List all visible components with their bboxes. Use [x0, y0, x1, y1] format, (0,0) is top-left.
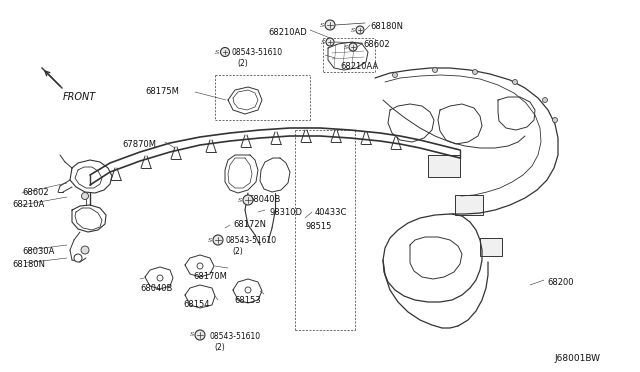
- Text: 68040B: 68040B: [248, 195, 280, 204]
- Circle shape: [326, 38, 334, 46]
- Circle shape: [325, 20, 335, 30]
- Text: 68180N: 68180N: [370, 22, 403, 31]
- Text: 68210A: 68210A: [12, 200, 44, 209]
- Text: 68153: 68153: [234, 296, 260, 305]
- Circle shape: [245, 287, 251, 293]
- Text: 68175M: 68175M: [145, 87, 179, 96]
- Circle shape: [392, 73, 397, 77]
- Text: 68040B: 68040B: [140, 284, 172, 293]
- Text: 68210AD: 68210AD: [268, 28, 307, 37]
- Circle shape: [195, 330, 205, 340]
- Text: 08543-51610: 08543-51610: [226, 236, 277, 245]
- Text: 08543-51610: 08543-51610: [232, 48, 283, 57]
- Text: S: S: [237, 198, 242, 202]
- Circle shape: [349, 43, 357, 51]
- Bar: [455, 195, 483, 215]
- Text: S: S: [208, 237, 212, 243]
- Text: 67870M: 67870M: [122, 140, 156, 149]
- Text: S: S: [189, 333, 194, 337]
- Bar: [480, 238, 502, 256]
- Circle shape: [197, 263, 203, 269]
- Text: FRONT: FRONT: [63, 92, 96, 102]
- Text: 68210AA: 68210AA: [340, 62, 378, 71]
- Text: 68602: 68602: [22, 188, 49, 197]
- Text: S: S: [215, 49, 220, 55]
- Text: 98515: 98515: [305, 222, 332, 231]
- Text: 68154: 68154: [183, 300, 209, 309]
- Text: 68200: 68200: [547, 278, 573, 287]
- Text: 68172N: 68172N: [233, 220, 266, 229]
- Circle shape: [472, 70, 477, 74]
- Text: (2): (2): [214, 343, 225, 352]
- Text: J68001BW: J68001BW: [554, 354, 600, 363]
- Text: (2): (2): [232, 247, 243, 256]
- Circle shape: [81, 246, 89, 254]
- Text: S: S: [320, 22, 324, 28]
- Circle shape: [356, 26, 364, 34]
- Text: 68170M: 68170M: [193, 272, 227, 281]
- Circle shape: [75, 255, 81, 261]
- Text: S: S: [351, 28, 355, 32]
- Bar: [428, 155, 460, 177]
- Circle shape: [74, 254, 82, 262]
- Circle shape: [81, 192, 88, 199]
- Text: S: S: [321, 39, 325, 45]
- Circle shape: [543, 97, 547, 103]
- Text: 68030A: 68030A: [22, 247, 54, 256]
- Text: 68602: 68602: [363, 40, 390, 49]
- Circle shape: [157, 275, 163, 281]
- Text: 68180N: 68180N: [12, 260, 45, 269]
- Circle shape: [243, 195, 253, 205]
- Circle shape: [433, 67, 438, 73]
- Text: S: S: [344, 45, 348, 49]
- Circle shape: [552, 118, 557, 122]
- Text: 98310D: 98310D: [270, 208, 303, 217]
- Circle shape: [513, 80, 518, 84]
- Circle shape: [213, 235, 223, 245]
- Text: 40433C: 40433C: [315, 208, 348, 217]
- Circle shape: [221, 48, 230, 57]
- Text: (2): (2): [237, 59, 248, 68]
- Text: 08543-51610: 08543-51610: [209, 332, 260, 341]
